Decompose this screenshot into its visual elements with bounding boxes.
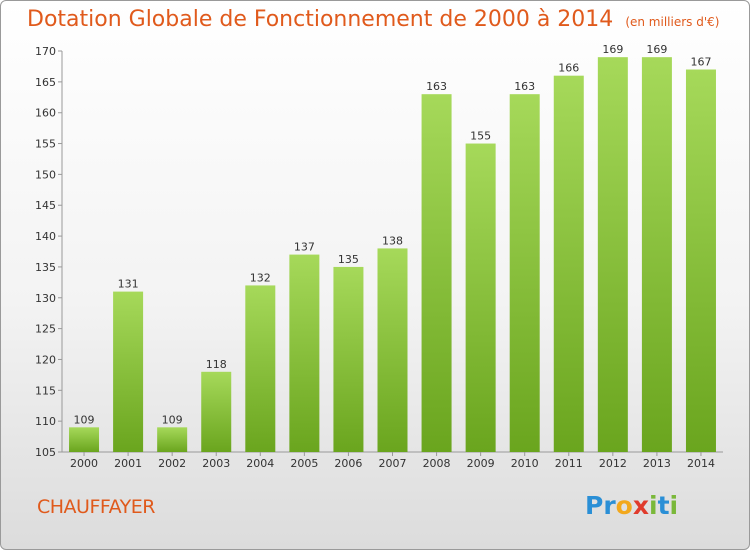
- bar: [553, 75, 584, 452]
- bar: [157, 427, 188, 452]
- bar-value-label: 118: [206, 358, 227, 371]
- proxiti-logo: Proxiti: [585, 491, 678, 520]
- y-tick-label: 150: [35, 168, 56, 181]
- logo-letter: t: [657, 491, 670, 520]
- logo-letter: r: [603, 491, 616, 520]
- bar: [113, 291, 144, 452]
- y-tick-label: 110: [35, 415, 56, 428]
- chart-title-text: Dotation Globale de Fonctionnement de 20…: [27, 7, 614, 32]
- x-tick-label: 2004: [246, 457, 274, 470]
- bar: [201, 371, 232, 452]
- x-tick-label: 2013: [643, 457, 671, 470]
- logo-letter: o: [615, 491, 633, 520]
- y-tick-label: 105: [35, 446, 56, 459]
- x-tick-label: 2003: [202, 457, 230, 470]
- y-tick-label: 140: [35, 230, 56, 243]
- y-tick-label: 170: [35, 45, 56, 58]
- bar-value-label: 109: [162, 413, 183, 426]
- x-tick-label: 2010: [511, 457, 539, 470]
- x-tick-label: 2002: [158, 457, 186, 470]
- logo-letter: P: [585, 491, 604, 520]
- x-tick-label: 2000: [70, 457, 98, 470]
- logo-letter: i: [669, 491, 679, 520]
- x-tick-label: 2009: [467, 457, 495, 470]
- commune-name: CHAUFFAYER: [37, 496, 155, 518]
- y-tick-label: 115: [35, 384, 56, 397]
- bar-value-label: 169: [602, 43, 623, 56]
- chart-axes: 105 110 115 120 125 130 135 140 145 150 155 160 165 1…: [35, 45, 723, 470]
- y-tick-label: 135: [35, 261, 56, 274]
- x-tick-label: 2007: [379, 457, 407, 470]
- chart-unit: (en milliers d'€): [625, 15, 720, 29]
- bar-value-label: 135: [338, 253, 359, 266]
- bar: [597, 57, 628, 453]
- bar-value-label: 163: [514, 80, 535, 93]
- x-tick-label: 2014: [687, 457, 715, 470]
- bar-value-label: 131: [118, 278, 139, 291]
- bar-value-label: 155: [470, 130, 491, 143]
- bar-value-label: 167: [690, 56, 711, 69]
- logo-letter: x: [632, 491, 649, 520]
- y-tick-label: 160: [35, 107, 56, 120]
- bar: [465, 143, 496, 453]
- bar-value-label: 132: [250, 271, 271, 284]
- x-tick-label: 2011: [555, 457, 583, 470]
- bar: [245, 285, 276, 452]
- chart-bars: 109 131 109 118 132 137 135 138 163 155 163 166 169 1…: [69, 43, 716, 453]
- bar-value-label: 138: [382, 234, 403, 247]
- bar: [333, 266, 364, 452]
- x-tick-label: 2008: [423, 457, 451, 470]
- y-tick-label: 165: [35, 76, 56, 89]
- y-tick-label: 125: [35, 323, 56, 336]
- bar-value-label: 166: [558, 62, 579, 75]
- y-tick-label: 120: [35, 353, 56, 366]
- bar: [421, 94, 452, 452]
- bar-value-label: 109: [74, 413, 95, 426]
- bar-value-label: 163: [426, 80, 447, 93]
- x-tick-label: 2006: [334, 457, 362, 470]
- bar: [685, 69, 716, 452]
- x-tick-label: 2001: [114, 457, 142, 470]
- y-tick-label: 155: [35, 138, 56, 151]
- bar: [377, 248, 408, 452]
- bar: [509, 94, 540, 452]
- chart-title: Dotation Globale de Fonctionnement de 20…: [27, 7, 719, 32]
- y-tick-label: 145: [35, 199, 56, 212]
- bar: [69, 427, 100, 452]
- bar-value-label: 137: [294, 241, 315, 254]
- y-tick-label: 130: [35, 292, 56, 305]
- x-tick-label: 2005: [290, 457, 318, 470]
- bar: [289, 254, 320, 452]
- x-tick-label: 2012: [599, 457, 627, 470]
- logo-letter: i: [649, 491, 658, 520]
- bar-value-label: 169: [646, 43, 667, 56]
- bar: [641, 57, 672, 453]
